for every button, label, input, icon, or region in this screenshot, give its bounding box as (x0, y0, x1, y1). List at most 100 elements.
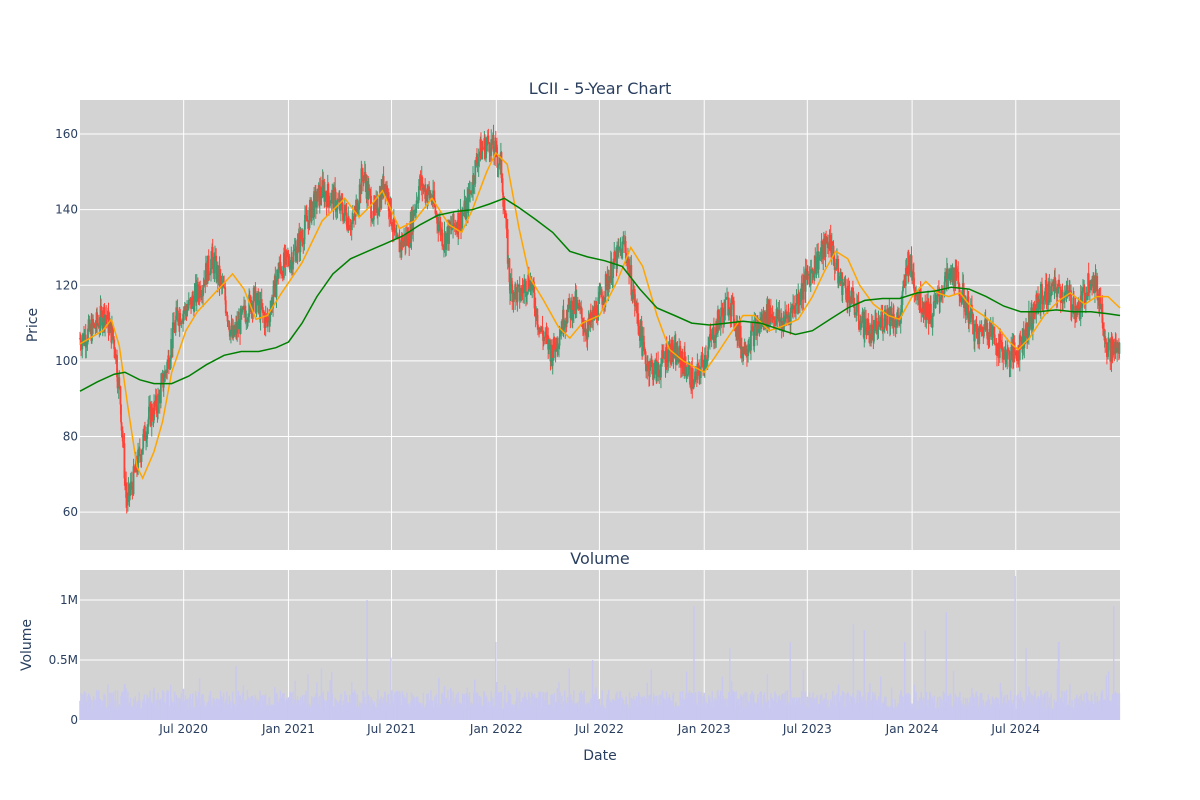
volume-bar (406, 704, 409, 720)
volume-bar (732, 690, 734, 720)
candle-body (784, 311, 787, 315)
candle-body (835, 267, 838, 269)
volume-bar (441, 692, 443, 720)
candle-body (163, 371, 166, 382)
candle-body (589, 312, 592, 322)
candle-body (153, 402, 155, 421)
candle-body (267, 317, 269, 323)
volume-bar (860, 702, 862, 720)
candle-body (467, 189, 470, 213)
candle-body (245, 319, 248, 323)
candle-body (801, 283, 804, 300)
candle-body (824, 235, 827, 258)
candle-body (1001, 342, 1004, 352)
volume-bar (930, 700, 932, 720)
candle-body (284, 250, 287, 265)
volume-bar (926, 705, 928, 720)
candle-body (685, 365, 687, 377)
volume-bar (828, 706, 831, 720)
candle-body (645, 364, 648, 372)
candle-body (922, 308, 924, 313)
candle-body (660, 363, 662, 378)
volume-bar (603, 707, 605, 720)
volume-bar (1064, 694, 1066, 720)
candle-body (184, 306, 187, 311)
candle-body (107, 310, 110, 333)
candle-body (644, 351, 647, 365)
volume-bar (345, 694, 348, 720)
candle-body (874, 319, 876, 325)
candle-body (399, 241, 401, 253)
candle-body (1035, 294, 1038, 298)
candle-body (775, 308, 778, 317)
candle-body (1103, 328, 1105, 337)
volume-bar (638, 692, 640, 720)
volume-bar (843, 706, 846, 720)
volume-bar (82, 694, 84, 720)
candle-body (120, 404, 122, 423)
candle-body (264, 314, 267, 329)
volume-bar (451, 708, 453, 720)
candle-body (724, 299, 727, 316)
volume-bar (814, 703, 816, 720)
candle-body (98, 325, 101, 328)
volume-bars (79, 576, 1121, 720)
candle-body (975, 324, 977, 326)
volume-bar (1071, 700, 1073, 720)
volume-bar (307, 706, 310, 720)
volume-bar (744, 691, 746, 720)
candle-body (145, 439, 147, 441)
candle-body (187, 300, 190, 309)
candle-body (114, 348, 117, 360)
candle-body (202, 287, 204, 297)
candle-body (436, 214, 439, 224)
candle-body (952, 267, 955, 284)
volume-bar (505, 702, 508, 720)
volume-bar (898, 695, 901, 720)
candle-body (256, 292, 259, 301)
volume-bar (361, 704, 363, 720)
candle-body (720, 307, 723, 317)
volume-bar (223, 702, 225, 720)
volume-bar (1054, 702, 1057, 720)
candle-body (334, 191, 337, 212)
candle-body (661, 350, 664, 353)
candle-body (808, 274, 811, 286)
volume-bar (592, 701, 594, 720)
candle-body (748, 344, 751, 349)
volume-bar (1001, 705, 1003, 720)
volume-bar (1014, 576, 1016, 720)
candle-body (604, 274, 607, 298)
candle-body (892, 314, 895, 327)
candle-body (1006, 348, 1009, 350)
candle-body (330, 192, 333, 203)
candle-body (443, 232, 446, 247)
volume-bar (450, 691, 453, 720)
volume-bar (80, 693, 82, 720)
candle-body (834, 267, 837, 270)
volume-bar (957, 697, 959, 720)
candle-body (871, 324, 874, 329)
candle-body (1087, 273, 1090, 293)
candle-body (773, 322, 776, 326)
volume-bar (168, 706, 170, 720)
volume-bar (550, 695, 552, 720)
candle-body (252, 287, 255, 301)
volume-bar (1115, 693, 1117, 720)
volume-bar (487, 701, 490, 720)
candle-body (698, 373, 701, 378)
candle-body (550, 344, 552, 362)
candle-body (726, 297, 728, 299)
candle-body (1083, 286, 1086, 304)
volume-bar (349, 703, 352, 720)
candle-body (313, 191, 315, 218)
candle-body (1110, 338, 1113, 362)
volume-bar (546, 691, 548, 720)
candle-body (1111, 340, 1114, 355)
candle-body (447, 226, 449, 244)
candle-body (370, 195, 372, 219)
candle-body (842, 282, 845, 285)
candle-body (220, 279, 223, 286)
volume-bar (203, 700, 205, 720)
